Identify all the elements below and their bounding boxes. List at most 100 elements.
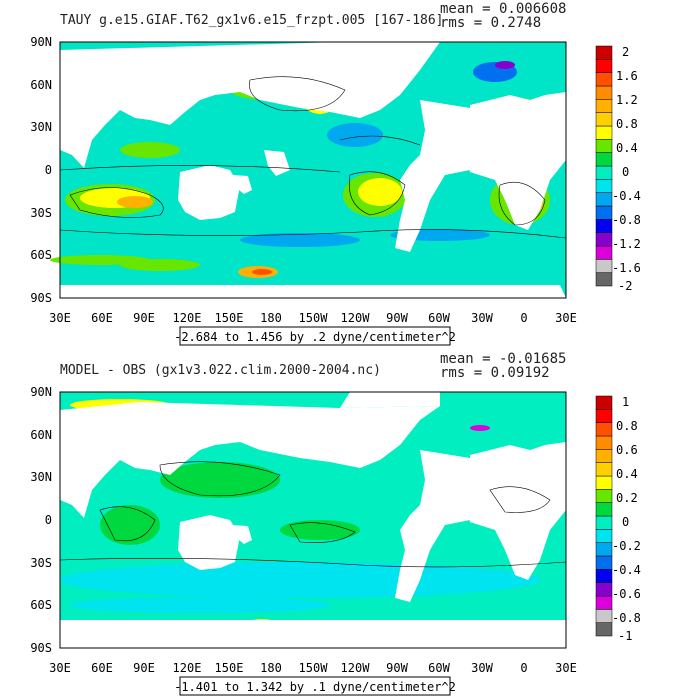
colorbar-swatch: [595, 219, 613, 233]
colorbar-swatch: [595, 125, 613, 140]
lon-label: 60W: [428, 311, 450, 325]
colorbar-label: -2: [618, 279, 632, 293]
colorbar-swatch: [595, 72, 613, 87]
colorbar-swatch: [595, 112, 613, 127]
range-box: [179, 326, 451, 346]
colorbar: [595, 45, 613, 287]
lat-label: 60N: [30, 78, 52, 92]
lon-label: 90E: [133, 661, 155, 675]
lat-label: 90S: [30, 641, 52, 655]
lat-label: 90N: [30, 385, 52, 399]
map-panel-bottom: MODEL - OBS (gx1v3.022.clim.2000-2004.nc…: [0, 350, 700, 700]
colorbar: [595, 395, 613, 637]
colorbar-swatch: [595, 595, 613, 610]
colorbar-swatch: [595, 259, 613, 273]
lat-axis: 90N 60N 30N 0 30S 60S 90S: [30, 385, 52, 655]
rms-value: rms = 0.2748: [440, 15, 541, 31]
lon-label: 120W: [341, 661, 371, 675]
map-panel-top: TAUY g.e15.GIAF.T62_gx1v6.e15_frzpt.005 …: [30, 1, 641, 346]
mean-value: mean = -0.01685: [440, 351, 566, 367]
colorbar-label: 1.6: [616, 69, 638, 83]
lon-label: 30E: [555, 311, 577, 325]
lat-label: 30N: [30, 120, 52, 134]
colorbar-label: -1: [618, 629, 632, 643]
colorbar-label: 0.4: [616, 467, 638, 481]
range-box: [179, 676, 451, 696]
contour-lines: [59, 461, 567, 568]
colorbar-swatch: [595, 245, 613, 260]
field-patterns: [60, 399, 550, 625]
colorbar-label: -1.6: [612, 261, 641, 275]
colorbar-label: -0.6: [612, 587, 641, 601]
colorbar-label: 1.2: [616, 93, 638, 107]
plot-frame: [59, 41, 567, 299]
lat-label: 0: [45, 513, 52, 527]
colorbar-swatch: [595, 395, 613, 410]
lon-label: 120E: [173, 311, 202, 325]
lat-label: 60S: [30, 598, 52, 612]
map-figure-top: TAUY g.e15.GIAF.T62_gx1v6.e15_frzpt.005 …: [30, 1, 641, 346]
colorbar-swatch: [595, 59, 613, 73]
colorbar-label: -0.8: [612, 213, 641, 227]
lon-label: 180: [260, 661, 282, 675]
colorbar-swatch: [595, 232, 613, 247]
lat-label: 30S: [30, 206, 52, 220]
colorbar-swatch: [595, 489, 613, 503]
panel-title: MODEL - OBS (gx1v3.022.clim.2000-2004.nc…: [60, 363, 381, 378]
lon-label: 30W: [471, 311, 493, 325]
lon-label: 30E: [555, 661, 577, 675]
colorbar-label: 1: [622, 395, 629, 409]
colorbar-swatch: [595, 449, 613, 463]
colorbar-swatch: [595, 85, 613, 100]
lat-label: 60N: [30, 428, 52, 442]
colorbar-swatch: [595, 165, 613, 180]
lon-axis: 30E 60E 90E 120E 150E 180 150W 120W 90W …: [49, 311, 577, 325]
lat-label: 30S: [30, 556, 52, 570]
colorbar-swatch: [595, 569, 613, 583]
contour-lines: [59, 76, 567, 239]
lon-label: 30E: [49, 311, 71, 325]
lon-axis: 30E 60E 90E 120E 150E 180 150W 120W 90W …: [49, 661, 577, 675]
panel-title: TAUY g.e15.GIAF.T62_gx1v6.e15_frzpt.005 …: [60, 13, 444, 28]
colorbar-label: 0: [622, 515, 629, 529]
colorbar-swatch: [595, 555, 613, 570]
colorbar-swatch: [595, 192, 613, 207]
lon-label: 90W: [386, 311, 408, 325]
lon-label: 60E: [91, 661, 113, 675]
colorbar-swatch: [595, 435, 613, 450]
colorbar-swatch: [595, 272, 613, 287]
rms-value: rms = 0.09192: [440, 365, 550, 381]
lat-label: 60S: [30, 248, 52, 262]
colorbar-swatch: [595, 609, 613, 623]
colorbar-label: 0.2: [616, 491, 638, 505]
lat-label: 0: [45, 163, 52, 177]
colorbar-swatch: [595, 542, 613, 557]
lon-label: 90W: [386, 661, 408, 675]
colorbar-swatch: [595, 139, 613, 153]
colorbar-swatch: [595, 462, 613, 477]
colorbar-swatch: [595, 529, 613, 543]
colorbar-swatch: [595, 409, 613, 423]
colorbar-swatch: [595, 99, 613, 113]
lon-label: 60E: [91, 311, 113, 325]
colorbar-swatch: [595, 179, 613, 193]
lat-axis: 90N 60N 30N 0 30S 60S 90S: [30, 35, 52, 305]
lon-label: 90E: [133, 311, 155, 325]
mean-value: mean = 0.006608: [440, 1, 566, 17]
colorbar-swatch: [595, 582, 613, 597]
colorbar-swatch: [595, 205, 613, 220]
lon-label: 120E: [173, 661, 202, 675]
colorbar-labels: 1 0.8 0.6 0.4 0.2 0 -0.2 -0.4 -0.6 -0.8 …: [612, 395, 641, 643]
plot-frame: [59, 391, 567, 649]
colorbar-labels: 2 1.6 1.2 0.8 0.4 0 -0.4 -0.8 -1.2 -1.6 …: [612, 45, 641, 293]
colorbar-swatch: [595, 475, 613, 490]
colorbar-swatch: [595, 502, 613, 517]
colorbar-label: 0.6: [616, 443, 638, 457]
lon-label: 120W: [341, 311, 371, 325]
colorbar-label: -1.2: [612, 237, 641, 251]
range-text: -2.684 to 1.456 by .2 dyne/centimeter^2: [174, 330, 456, 344]
colorbar-label: -0.4: [612, 189, 641, 203]
colorbar-label: -0.2: [612, 539, 641, 553]
map-figure-bottom: MODEL - OBS (gx1v3.022.clim.2000-2004.nc…: [30, 351, 641, 696]
continents: [60, 392, 566, 648]
